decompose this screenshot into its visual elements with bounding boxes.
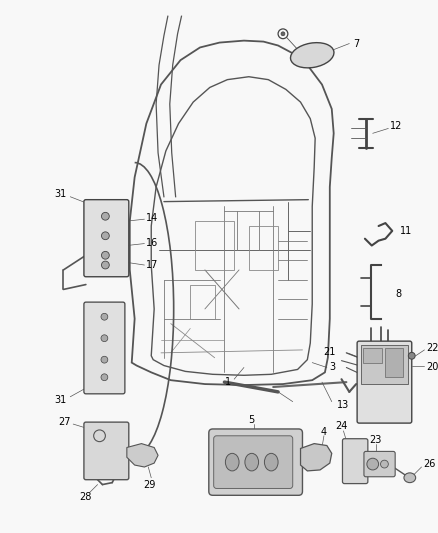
Text: 28: 28: [80, 492, 92, 502]
Bar: [195, 221, 234, 270]
FancyBboxPatch shape: [343, 439, 368, 483]
Bar: [190, 285, 215, 319]
Ellipse shape: [404, 473, 416, 482]
Circle shape: [281, 32, 285, 36]
Polygon shape: [127, 443, 158, 467]
Text: 21: 21: [323, 347, 336, 357]
Ellipse shape: [290, 43, 334, 68]
Text: 4: 4: [321, 427, 327, 437]
Circle shape: [367, 458, 378, 470]
Circle shape: [101, 356, 108, 363]
FancyBboxPatch shape: [357, 341, 412, 423]
Text: 23: 23: [370, 435, 382, 445]
Text: 3: 3: [329, 362, 335, 373]
Ellipse shape: [226, 454, 239, 471]
Text: 13: 13: [337, 400, 349, 409]
Bar: [385, 348, 403, 377]
FancyBboxPatch shape: [84, 422, 129, 480]
Text: 22: 22: [426, 343, 438, 353]
Circle shape: [102, 252, 109, 259]
Bar: [363, 348, 382, 362]
Text: 16: 16: [146, 238, 159, 248]
Circle shape: [101, 335, 108, 342]
Ellipse shape: [265, 454, 278, 471]
FancyBboxPatch shape: [214, 436, 293, 488]
Text: 29: 29: [143, 480, 155, 490]
Text: 12: 12: [390, 122, 403, 132]
Text: 7: 7: [353, 38, 360, 49]
Circle shape: [102, 261, 109, 269]
Text: 26: 26: [424, 459, 436, 469]
Text: 24: 24: [336, 421, 348, 431]
Bar: [249, 226, 278, 270]
Circle shape: [102, 212, 109, 220]
Ellipse shape: [245, 454, 258, 471]
Circle shape: [102, 232, 109, 240]
Text: 5: 5: [249, 415, 255, 425]
Circle shape: [381, 460, 389, 468]
FancyBboxPatch shape: [209, 429, 303, 495]
FancyBboxPatch shape: [364, 451, 395, 477]
Text: 14: 14: [146, 213, 159, 223]
Text: 31: 31: [54, 394, 66, 405]
FancyBboxPatch shape: [84, 200, 129, 277]
Text: 1: 1: [225, 377, 231, 387]
Circle shape: [101, 313, 108, 320]
FancyBboxPatch shape: [84, 302, 125, 394]
Circle shape: [101, 374, 108, 381]
Circle shape: [408, 352, 415, 359]
Text: 11: 11: [400, 226, 412, 236]
Text: 31: 31: [54, 189, 66, 199]
Bar: [361, 345, 408, 384]
Polygon shape: [300, 443, 332, 471]
Text: 17: 17: [146, 260, 159, 270]
Text: 20: 20: [426, 362, 438, 373]
Text: 27: 27: [58, 417, 70, 427]
Text: 8: 8: [395, 289, 401, 300]
